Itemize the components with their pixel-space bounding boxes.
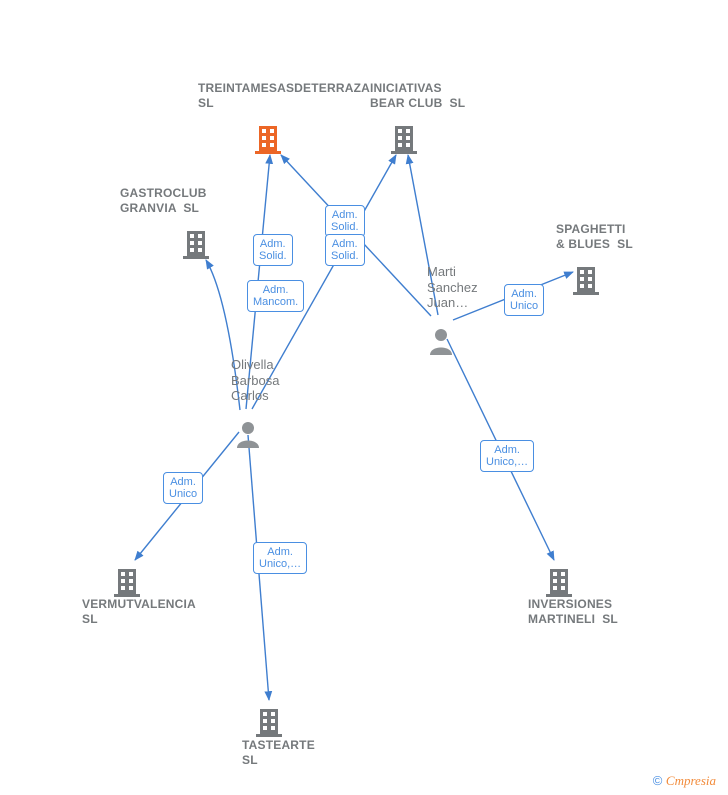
building-icon (254, 124, 282, 159)
building-icon (182, 229, 210, 264)
edge-label-marti-treintamesas: Adm. Solid. (325, 234, 365, 266)
building-icon (545, 567, 573, 602)
person-label: Olivella Barbosa Carlos (231, 357, 279, 404)
person-icon (235, 420, 261, 453)
person-icon (428, 327, 454, 360)
company-label: TASTEARTE SL (242, 738, 315, 768)
building-icon (113, 567, 141, 602)
network-diagram: TREINTAMESASDETERRAZA SL INICIATIVAS BEA… (0, 0, 728, 795)
edge-label-olivella-treintamesas: Adm. Solid. (253, 234, 293, 266)
copyright-brand: Cmpresia (666, 773, 716, 788)
company-label: GASTROCLUB GRANVIA SL (120, 186, 207, 216)
edge-label-olivella-tastearte: Adm. Unico,… (253, 542, 307, 574)
company-label: TREINTAMESASDETERRAZA SL (198, 81, 370, 111)
company-label: SPAGHETTI & BLUES SL (556, 222, 633, 252)
building-icon (255, 707, 283, 742)
edge-label-olivella-vermut: Adm. Unico (163, 472, 203, 504)
building-icon (572, 265, 600, 300)
building-icon (390, 124, 418, 159)
edge-layer (0, 0, 728, 795)
person-label: Marti Sanchez Juan… (427, 264, 478, 311)
company-label: INICIATIVAS BEAR CLUB SL (370, 81, 465, 111)
edge-label-marti-spaghetti: Adm. Unico (504, 284, 544, 316)
copyright-symbol: © (653, 773, 663, 788)
edge-label-olivella-gastroclub: Adm. Mancom. (247, 280, 304, 312)
edge-label-marti-inversiones: Adm. Unico,… (480, 440, 534, 472)
edge-label-olivella-iniciativas: Adm. Solid. (325, 205, 365, 237)
copyright: © Cmpresia (653, 773, 716, 789)
